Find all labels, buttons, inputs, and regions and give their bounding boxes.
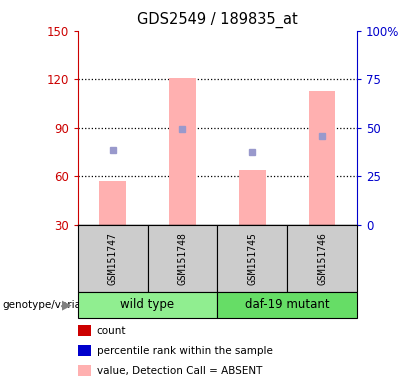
Text: value, Detection Call = ABSENT: value, Detection Call = ABSENT [97, 366, 262, 376]
Text: GSM151746: GSM151746 [317, 232, 327, 285]
Title: GDS2549 / 189835_at: GDS2549 / 189835_at [137, 12, 298, 28]
Bar [239, 170, 265, 225]
Text: percentile rank within the sample: percentile rank within the sample [97, 346, 273, 356]
Text: ▶: ▶ [63, 298, 72, 311]
Bar [169, 78, 196, 225]
Text: GSM151748: GSM151748 [177, 232, 187, 285]
Text: wild type: wild type [121, 298, 175, 311]
Bar [100, 181, 126, 225]
Text: GSM151745: GSM151745 [247, 232, 257, 285]
Bar [309, 91, 335, 225]
Text: daf-19 mutant: daf-19 mutant [245, 298, 329, 311]
Text: genotype/variation: genotype/variation [2, 300, 101, 310]
Text: GSM151747: GSM151747 [108, 232, 118, 285]
Text: count: count [97, 326, 126, 336]
